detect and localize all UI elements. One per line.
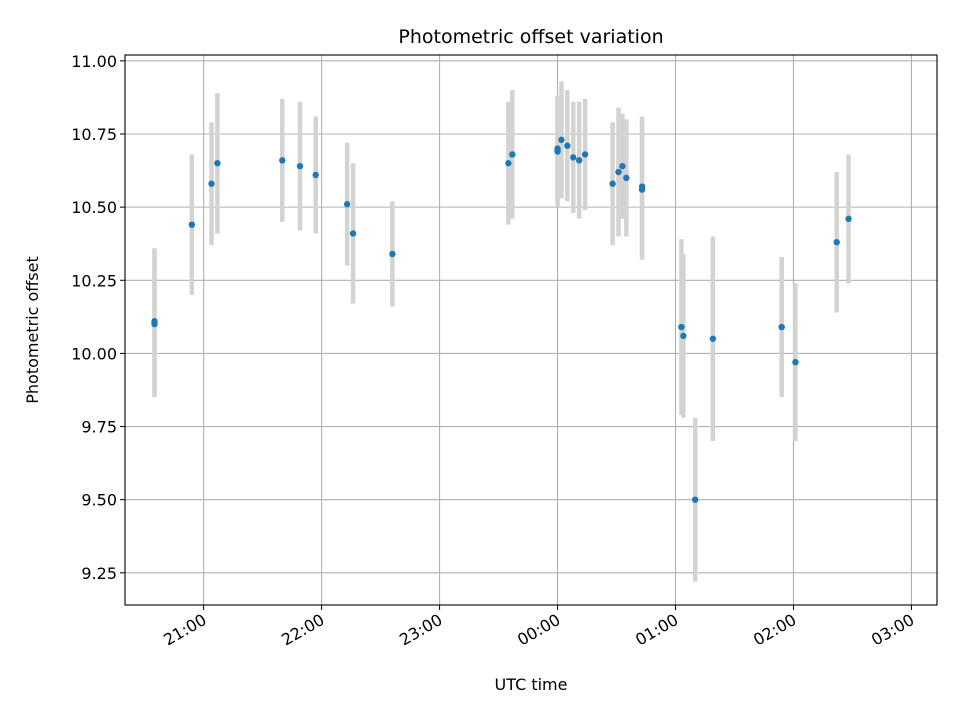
data-point: [349, 230, 357, 237]
data-point: [564, 142, 571, 149]
y-tick-label: 9.75: [81, 418, 117, 437]
data-point: [389, 250, 396, 258]
data-point: [214, 160, 221, 167]
x-tick-label: 23:00: [396, 610, 445, 650]
data-point: [845, 215, 852, 223]
x-tick-label: 03:00: [868, 610, 917, 650]
y-tick-label: 9.25: [81, 564, 117, 583]
data-point: [151, 318, 158, 325]
data-point: [558, 136, 565, 144]
data-point: [619, 162, 626, 170]
x-tick-label: 00:00: [514, 610, 563, 650]
chart-title: Photometric offset variation: [398, 26, 663, 48]
data-point: [581, 151, 589, 158]
data-point: [312, 171, 319, 179]
data-point: [609, 180, 616, 187]
y-axis-label: Photometric offset: [23, 256, 42, 404]
axis-ticks: 9.25 9.50 9.75 10.00 10.25 10.50 10.75 11.00 21:…: [71, 52, 917, 650]
data-point: [623, 174, 630, 182]
data-point: [680, 332, 687, 340]
data-point: [678, 323, 685, 331]
data-point: [279, 157, 286, 164]
x-tick-label: 22:00: [278, 610, 327, 650]
y-tick-label: 9.50: [81, 491, 117, 510]
x-tick-label: 21:00: [160, 610, 209, 650]
data-point: [833, 239, 840, 246]
y-tick-label: 10.25: [71, 271, 117, 290]
y-tick-label: 11.00: [71, 52, 117, 71]
plot-area-frame: [124, 54, 938, 606]
data-point: [709, 335, 717, 342]
data-points: [151, 136, 852, 503]
data-point: [691, 496, 699, 503]
data-point: [509, 151, 516, 158]
x-tick-label: 01:00: [632, 610, 681, 650]
data-point: [554, 148, 561, 155]
data-point: [615, 168, 622, 176]
y-tick-label: 10.75: [71, 125, 117, 144]
data-point: [343, 201, 351, 208]
data-point: [505, 160, 512, 167]
data-point: [638, 186, 646, 193]
y-tick-label: 10.00: [71, 344, 117, 363]
x-tick-label: 02:00: [750, 610, 799, 650]
data-point: [208, 180, 215, 187]
data-point: [570, 154, 577, 161]
data-point: [188, 221, 196, 228]
data-point: [778, 323, 785, 331]
data-point: [296, 162, 304, 170]
x-axis-label: UTC time: [495, 675, 568, 694]
grid-lines: [125, 55, 937, 605]
y-tick-label: 10.50: [71, 198, 117, 217]
data-point: [792, 358, 799, 366]
data-point: [575, 157, 583, 164]
